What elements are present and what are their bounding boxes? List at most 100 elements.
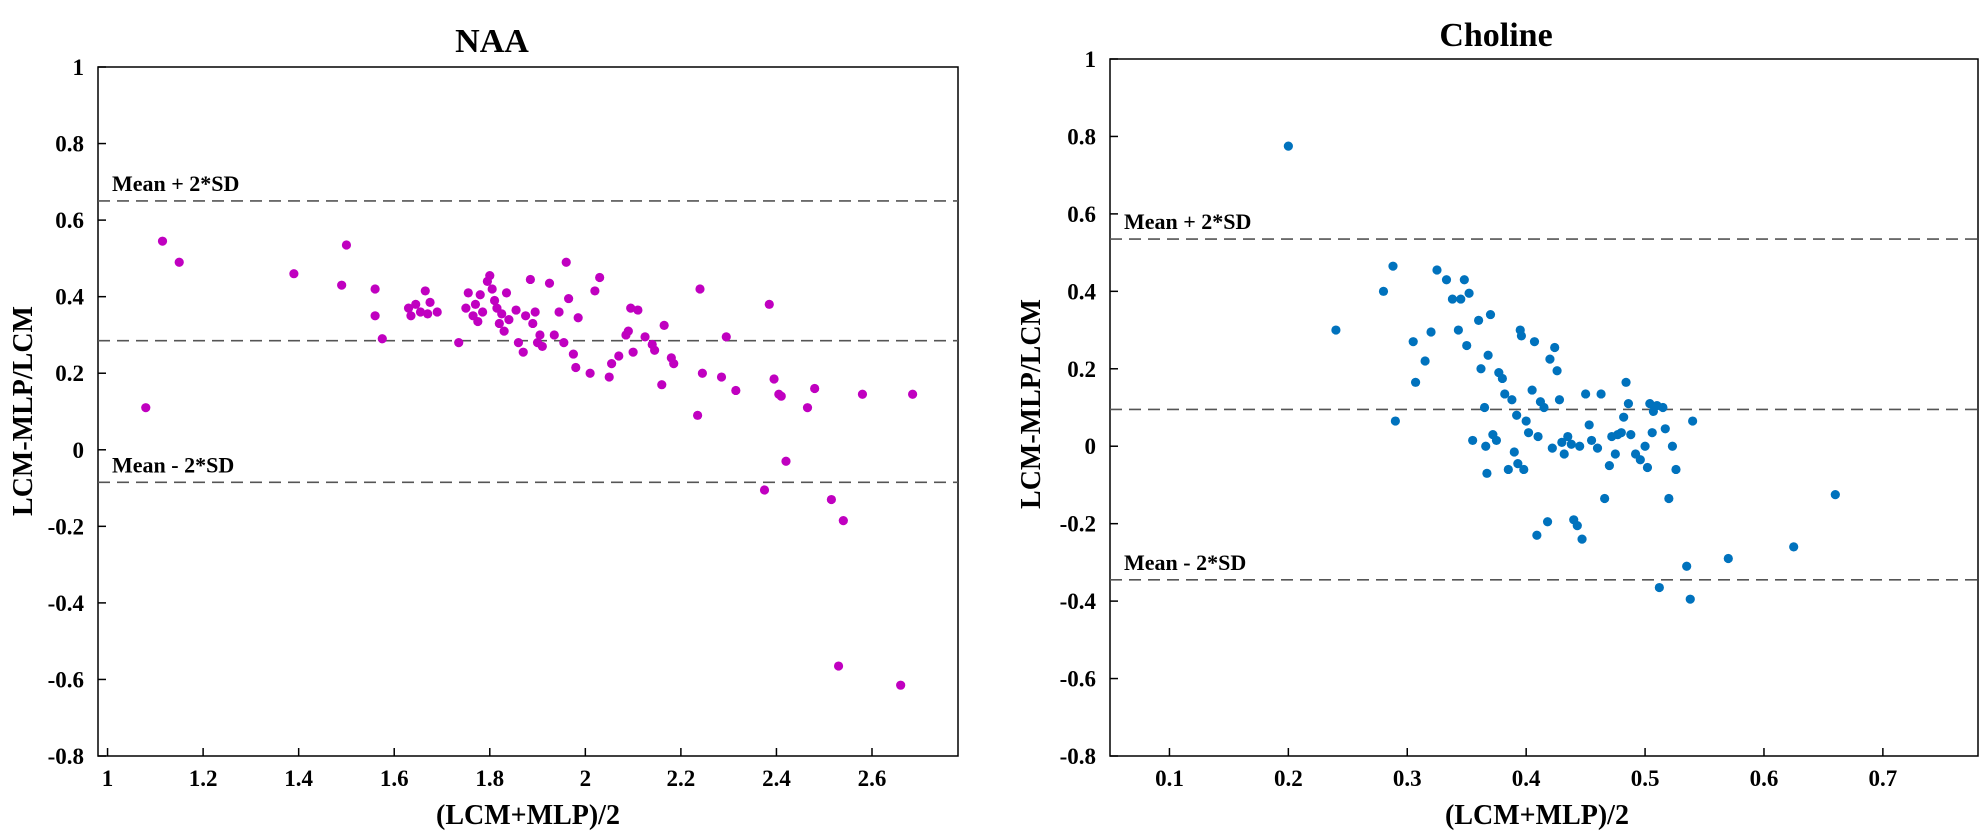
y-tick-label-naa: -0.2 xyxy=(48,514,84,539)
data-point-choline xyxy=(1483,350,1493,360)
data-point-choline xyxy=(1507,395,1517,405)
chart-choline: Choline Mean + 2*SD Mean - 2*SD 0.1 0.2 0.3… xyxy=(1016,17,1979,831)
x-tick-label-naa: 1.8 xyxy=(475,766,504,791)
y-tick-label-naa: -0.4 xyxy=(48,591,85,616)
data-point-naa xyxy=(454,338,464,348)
data-point-naa xyxy=(908,389,918,399)
y-axis-naa: -0.8 -0.6 -0.4 -0.2 0 0.2 0.4 0.6 0.8 1 xyxy=(48,55,106,769)
data-point-choline xyxy=(1610,449,1620,459)
x-tick-label-choline: 0.4 xyxy=(1512,766,1541,791)
data-point-naa xyxy=(337,280,347,290)
data-point-choline xyxy=(1545,354,1555,364)
data-point-naa xyxy=(633,305,643,315)
data-point-naa xyxy=(485,271,495,281)
data-point-choline xyxy=(1529,337,1540,347)
data-point-naa xyxy=(518,347,528,357)
y-axis-choline: -0.8 -0.6 -0.4 -0.2 0 0.2 0.4 0.6 0.8 1 xyxy=(1060,47,1118,769)
data-point-naa xyxy=(528,318,538,329)
data-point-choline xyxy=(1533,431,1543,442)
data-point-naa xyxy=(423,309,433,319)
data-point-naa xyxy=(585,368,595,378)
data-point-naa xyxy=(721,332,731,342)
x-tick-label-naa: 1.2 xyxy=(189,766,218,791)
data-point-choline xyxy=(1426,327,1436,337)
data-point-naa xyxy=(857,389,868,399)
data-point-choline xyxy=(1584,420,1594,430)
data-point-naa xyxy=(535,330,545,340)
data-point-choline xyxy=(1688,416,1698,426)
data-point-choline xyxy=(1456,294,1466,304)
data-point-choline xyxy=(1621,377,1631,387)
data-point-choline xyxy=(1542,517,1553,527)
reference-line-label-naa: Mean - 2*SD xyxy=(112,452,234,477)
data-point-naa xyxy=(478,307,488,317)
data-point-naa xyxy=(461,303,471,313)
data-point-choline xyxy=(1671,464,1681,475)
data-point-naa xyxy=(826,494,836,505)
data-point-choline xyxy=(1491,435,1502,446)
data-point-naa xyxy=(501,288,512,298)
data-point-naa xyxy=(415,307,426,317)
data-point-choline xyxy=(1830,490,1840,500)
data-point-naa xyxy=(499,326,509,336)
data-points-naa xyxy=(141,236,918,690)
y-tick-label-naa: 0.8 xyxy=(55,132,84,157)
data-point-choline xyxy=(1575,441,1585,451)
data-point-naa xyxy=(544,278,555,288)
data-point-choline xyxy=(1482,468,1492,478)
data-point-choline xyxy=(1554,395,1565,405)
y-tick-label-choline: -0.8 xyxy=(1060,744,1096,769)
data-point-naa xyxy=(289,269,299,279)
data-point-naa xyxy=(769,374,779,384)
chart-title-choline: Choline xyxy=(1439,17,1552,54)
data-point-choline xyxy=(1523,428,1534,438)
data-point-choline xyxy=(1527,385,1537,395)
x-axis-naa: 1 1.2 1.4 1.6 1.8 2 2.2 2.4 2.6 xyxy=(102,748,886,791)
data-point-naa xyxy=(896,680,906,690)
data-point-choline xyxy=(1547,443,1557,453)
data-point-choline xyxy=(1447,294,1458,304)
data-point-choline xyxy=(1512,410,1522,420)
y-tick-label-choline: -0.4 xyxy=(1060,589,1097,614)
data-point-choline xyxy=(1592,443,1603,453)
data-point-choline xyxy=(1658,402,1668,413)
x-tick-label-choline: 0.6 xyxy=(1750,766,1779,791)
data-point-naa xyxy=(403,303,414,313)
data-point-choline xyxy=(1581,389,1591,399)
data-point-choline xyxy=(1503,464,1513,475)
data-point-naa xyxy=(573,313,583,323)
data-point-choline xyxy=(1559,449,1569,459)
data-point-naa xyxy=(693,410,703,420)
x-tick-label-naa: 1 xyxy=(102,766,114,791)
data-point-choline xyxy=(1552,366,1562,376)
data-point-choline xyxy=(1723,553,1733,564)
x-tick-label-naa: 2.4 xyxy=(762,766,791,791)
x-tick-label-naa: 1.4 xyxy=(284,766,313,791)
x-tick-label-choline: 0.7 xyxy=(1869,766,1898,791)
data-point-choline xyxy=(1453,325,1463,335)
data-point-choline xyxy=(1664,493,1674,504)
data-point-naa xyxy=(640,332,650,342)
y-tick-label-choline: 0.6 xyxy=(1067,202,1096,227)
data-point-choline xyxy=(1388,261,1398,271)
data-point-choline xyxy=(1539,402,1549,413)
data-point-naa xyxy=(521,311,531,321)
y-tick-label-choline: -0.6 xyxy=(1060,667,1096,692)
data-point-choline xyxy=(1596,389,1606,399)
data-point-naa xyxy=(537,341,547,352)
data-point-naa xyxy=(370,311,380,321)
data-point-choline xyxy=(1331,325,1341,335)
y-tick-label-choline: -0.2 xyxy=(1060,512,1096,537)
data-point-naa xyxy=(838,515,848,526)
reference-lines-choline: Mean + 2*SD Mean - 2*SD xyxy=(1110,209,1978,581)
data-point-choline xyxy=(1642,462,1653,473)
data-point-naa xyxy=(607,359,617,369)
data-point-choline xyxy=(1789,542,1799,552)
data-point-naa xyxy=(487,284,497,294)
data-point-naa xyxy=(669,359,679,369)
x-tick-label-choline: 0.5 xyxy=(1631,766,1660,791)
data-point-choline xyxy=(1410,377,1421,387)
x-axis-choline: 0.1 0.2 0.3 0.4 0.5 0.6 0.7 xyxy=(1155,748,1897,791)
data-point-naa xyxy=(810,383,820,394)
y-tick-label-choline: 0.8 xyxy=(1067,124,1096,149)
